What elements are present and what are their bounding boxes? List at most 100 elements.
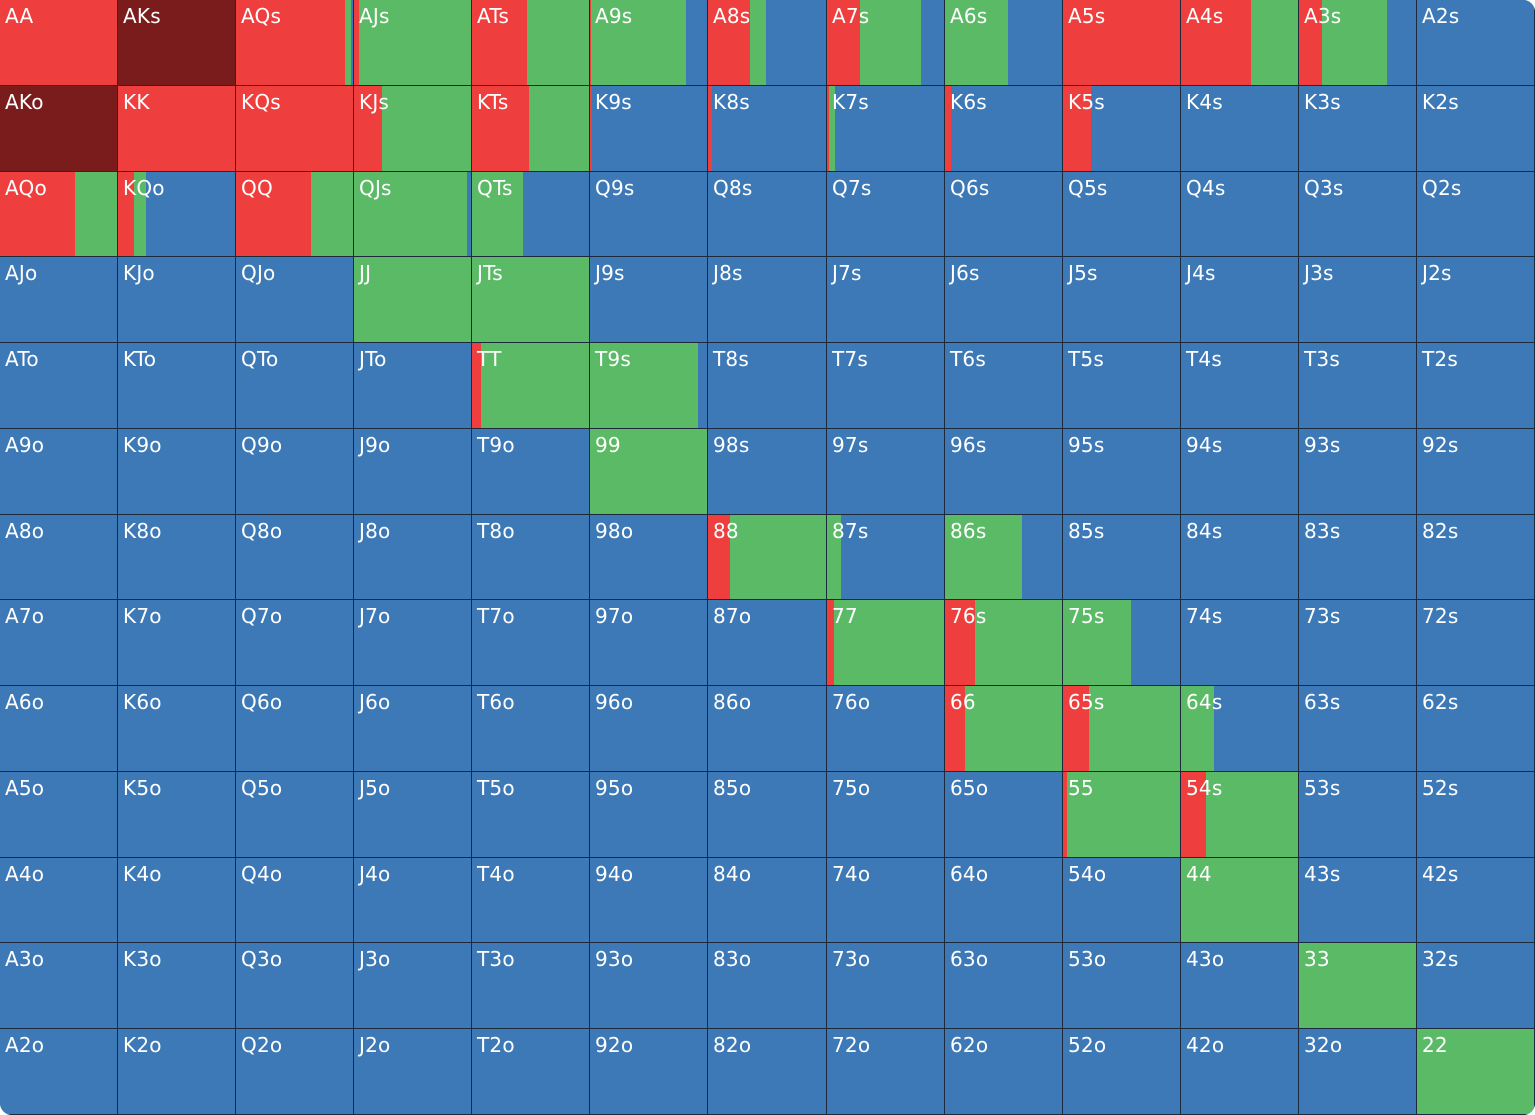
hand-cell[interactable]: A3o	[0, 943, 118, 1029]
hand-cell[interactable]: Q7s	[827, 172, 945, 257]
hand-cell[interactable]: J9s	[590, 257, 708, 343]
hand-cell[interactable]: 97s	[827, 429, 945, 515]
hand-cell[interactable]: A2s	[1417, 0, 1535, 86]
hand-cell[interactable]: 73o	[827, 943, 945, 1029]
hand-cell[interactable]: 74o	[827, 858, 945, 943]
hand-cell[interactable]: 92o	[590, 1029, 708, 1115]
hand-cell[interactable]: 72s	[1417, 600, 1535, 686]
hand-cell[interactable]: TT	[472, 343, 590, 429]
hand-cell[interactable]: 54s	[1181, 772, 1299, 858]
hand-cell[interactable]: J5o	[354, 772, 472, 858]
hand-cell[interactable]: AQo	[0, 172, 118, 257]
hand-cell[interactable]: A8o	[0, 515, 118, 600]
hand-cell[interactable]: QTo	[236, 343, 354, 429]
hand-cell[interactable]: 42o	[1181, 1029, 1299, 1115]
hand-cell[interactable]: 43o	[1181, 943, 1299, 1029]
hand-cell[interactable]: K4o	[118, 858, 236, 943]
hand-cell[interactable]: K3o	[118, 943, 236, 1029]
hand-cell[interactable]: A8s	[708, 0, 827, 86]
hand-cell[interactable]: AJs	[354, 0, 472, 86]
hand-cell[interactable]: T6o	[472, 686, 590, 772]
hand-cell[interactable]: JJ	[354, 257, 472, 343]
hand-cell[interactable]: J4o	[354, 858, 472, 943]
hand-cell[interactable]: 98s	[708, 429, 827, 515]
hand-cell[interactable]: Q9o	[236, 429, 354, 515]
hand-cell[interactable]: J8s	[708, 257, 827, 343]
hand-cell[interactable]: AQs	[236, 0, 354, 86]
hand-cell[interactable]: 33	[1299, 943, 1417, 1029]
hand-cell[interactable]: A4o	[0, 858, 118, 943]
hand-cell[interactable]: AKo	[0, 86, 118, 172]
hand-cell[interactable]: T2s	[1417, 343, 1535, 429]
hand-cell[interactable]: T5s	[1063, 343, 1181, 429]
hand-cell[interactable]: Q6s	[945, 172, 1063, 257]
hand-cell[interactable]: T9s	[590, 343, 708, 429]
hand-cell[interactable]: 64o	[945, 858, 1063, 943]
hand-cell[interactable]: KTo	[118, 343, 236, 429]
hand-cell[interactable]: T4o	[472, 858, 590, 943]
hand-cell[interactable]: QJo	[236, 257, 354, 343]
hand-cell[interactable]: J5s	[1063, 257, 1181, 343]
hand-cell[interactable]: T2o	[472, 1029, 590, 1115]
hand-cell[interactable]: 98o	[590, 515, 708, 600]
hand-cell[interactable]: K7o	[118, 600, 236, 686]
hand-cell[interactable]: 76s	[945, 600, 1063, 686]
hand-cell[interactable]: JTo	[354, 343, 472, 429]
hand-cell[interactable]: 95o	[590, 772, 708, 858]
hand-cell[interactable]: K6s	[945, 86, 1063, 172]
hand-cell[interactable]: 92s	[1417, 429, 1535, 515]
hand-cell[interactable]: 94s	[1181, 429, 1299, 515]
hand-cell[interactable]: Q2o	[236, 1029, 354, 1115]
hand-cell[interactable]: 43s	[1299, 858, 1417, 943]
hand-cell[interactable]: 75s	[1063, 600, 1181, 686]
hand-cell[interactable]: 75o	[827, 772, 945, 858]
hand-cell[interactable]: 95s	[1063, 429, 1181, 515]
hand-cell[interactable]: A4s	[1181, 0, 1299, 86]
hand-cell[interactable]: 83o	[708, 943, 827, 1029]
hand-cell[interactable]: K2o	[118, 1029, 236, 1115]
hand-cell[interactable]: 65s	[1063, 686, 1181, 772]
hand-cell[interactable]: 44	[1181, 858, 1299, 943]
hand-cell[interactable]: 96o	[590, 686, 708, 772]
hand-cell[interactable]: J3s	[1299, 257, 1417, 343]
hand-cell[interactable]: 74s	[1181, 600, 1299, 686]
hand-cell[interactable]: 85s	[1063, 515, 1181, 600]
hand-cell[interactable]: 86s	[945, 515, 1063, 600]
hand-cell[interactable]: 32o	[1299, 1029, 1417, 1115]
hand-cell[interactable]: Q6o	[236, 686, 354, 772]
hand-cell[interactable]: QTs	[472, 172, 590, 257]
hand-cell[interactable]: 83s	[1299, 515, 1417, 600]
hand-cell[interactable]: KJs	[354, 86, 472, 172]
hand-cell[interactable]: 82o	[708, 1029, 827, 1115]
hand-cell[interactable]: QQ	[236, 172, 354, 257]
hand-cell[interactable]: QJs	[354, 172, 472, 257]
hand-cell[interactable]: AKs	[118, 0, 236, 86]
hand-cell[interactable]: Q9s	[590, 172, 708, 257]
hand-cell[interactable]: Q7o	[236, 600, 354, 686]
hand-cell[interactable]: 53o	[1063, 943, 1181, 1029]
hand-cell[interactable]: 77	[827, 600, 945, 686]
hand-cell[interactable]: T3o	[472, 943, 590, 1029]
hand-cell[interactable]: K9o	[118, 429, 236, 515]
hand-cell[interactable]: 62o	[945, 1029, 1063, 1115]
hand-cell[interactable]: J8o	[354, 515, 472, 600]
hand-cell[interactable]: KQo	[118, 172, 236, 257]
hand-cell[interactable]: 93s	[1299, 429, 1417, 515]
hand-cell[interactable]: T3s	[1299, 343, 1417, 429]
hand-cell[interactable]: Q8s	[708, 172, 827, 257]
hand-cell[interactable]: T9o	[472, 429, 590, 515]
hand-cell[interactable]: K8o	[118, 515, 236, 600]
hand-cell[interactable]: AA	[0, 0, 118, 86]
hand-cell[interactable]: 55	[1063, 772, 1181, 858]
hand-cell[interactable]: A3s	[1299, 0, 1417, 86]
hand-cell[interactable]: T8o	[472, 515, 590, 600]
hand-cell[interactable]: K7s	[827, 86, 945, 172]
hand-cell[interactable]: 96s	[945, 429, 1063, 515]
hand-cell[interactable]: 94o	[590, 858, 708, 943]
hand-cell[interactable]: A7o	[0, 600, 118, 686]
hand-cell[interactable]: J6o	[354, 686, 472, 772]
hand-cell[interactable]: K8s	[708, 86, 827, 172]
hand-cell[interactable]: Q8o	[236, 515, 354, 600]
hand-cell[interactable]: A9s	[590, 0, 708, 86]
hand-cell[interactable]: A7s	[827, 0, 945, 86]
